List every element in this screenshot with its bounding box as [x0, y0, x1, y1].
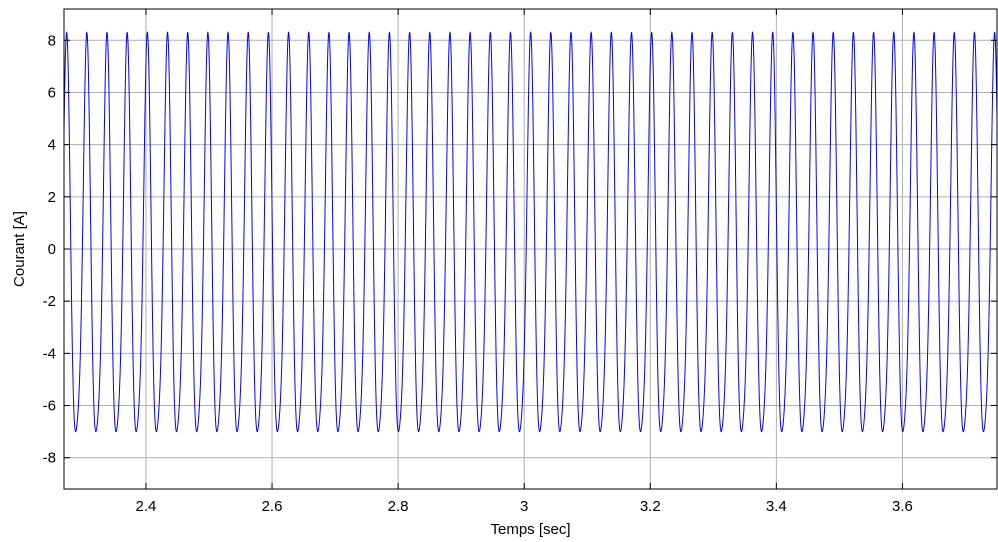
- y-tick-label: 4: [48, 137, 56, 154]
- y-tick-label: -8: [43, 450, 56, 467]
- y-axis-label: Courant [A]: [11, 211, 28, 287]
- grid-layer: [64, 9, 997, 489]
- label-layer: Temps [sec] Courant [A]: [11, 211, 571, 538]
- y-tick-label: 8: [48, 32, 56, 49]
- x-tick-label: 2.6: [262, 498, 283, 515]
- x-tick-label: 2.4: [136, 498, 157, 515]
- y-tick-label: -6: [43, 398, 56, 415]
- y-tick-label: 2: [48, 189, 56, 206]
- x-tick-label: 3: [520, 498, 528, 515]
- x-tick-label: 2.8: [388, 498, 409, 515]
- y-tick-label: 6: [48, 84, 56, 101]
- x-tick-label: 3.2: [640, 498, 661, 515]
- tick-layer: 2.4 2.6 2.8 3 3.2 3.4 3.6 -8 -6 -4 -2 0 2 4 6 8: [43, 9, 997, 515]
- y-tick-label: -2: [43, 293, 56, 310]
- y-tick-label: 0: [48, 241, 56, 258]
- x-tick-label: 3.4: [766, 498, 787, 515]
- y-tick-label: -4: [43, 345, 56, 362]
- series-layer: [64, 31, 997, 433]
- series-line: [64, 31, 997, 433]
- x-axis-label: Temps [sec]: [490, 521, 570, 538]
- x-tick-label: 3.6: [892, 498, 913, 515]
